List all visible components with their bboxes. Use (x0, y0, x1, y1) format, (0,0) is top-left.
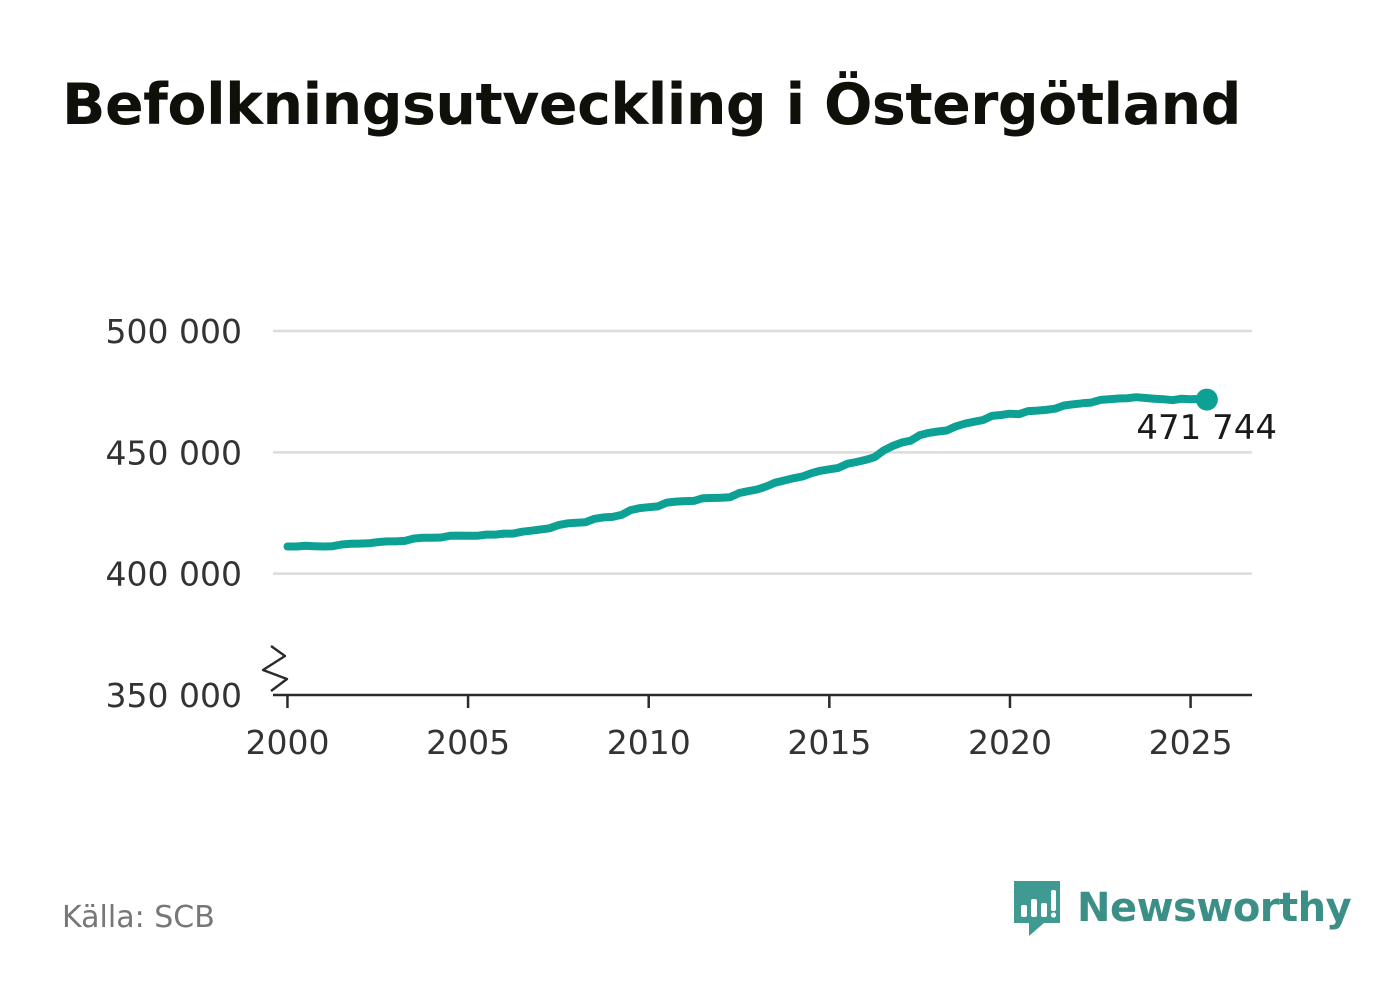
y-tick-label: 500 000 (106, 312, 242, 351)
end-value-label: 471 744 (1136, 408, 1277, 448)
x-tick-label: 2010 (607, 723, 691, 762)
y-tick-label: 350 000 (106, 676, 242, 715)
end-point-marker (1195, 388, 1218, 411)
gridlines (273, 329, 1252, 575)
y-axis-break-mark (261, 645, 289, 692)
series-line (283, 393, 1211, 551)
brand-logo: Newsworthy (1011, 878, 1352, 938)
x-tick-label: 2005 (426, 723, 510, 762)
x-tick-label: 2015 (787, 723, 871, 762)
y-tick-label: 450 000 (106, 433, 242, 472)
y-axis-tick-labels: 350 000 400 000 450 000 500 000 (106, 312, 242, 715)
x-axis: 2000 2005 2010 2015 2020 2025 (245, 693, 1252, 762)
newsworthy-logo-icon (1014, 881, 1060, 936)
source-note: Källa: SCB (62, 900, 215, 935)
x-tick-label: 2020 (968, 723, 1052, 762)
series-layer: 471 744 (283, 388, 1277, 551)
x-tick-label: 2025 (1149, 723, 1233, 762)
x-tick-label: 2000 (245, 723, 329, 762)
y-tick-label: 400 000 (106, 555, 242, 594)
brand-name: Newsworthy (1077, 885, 1352, 931)
chart-title: Befolkningsutveckling i Östergötland (62, 72, 1241, 138)
